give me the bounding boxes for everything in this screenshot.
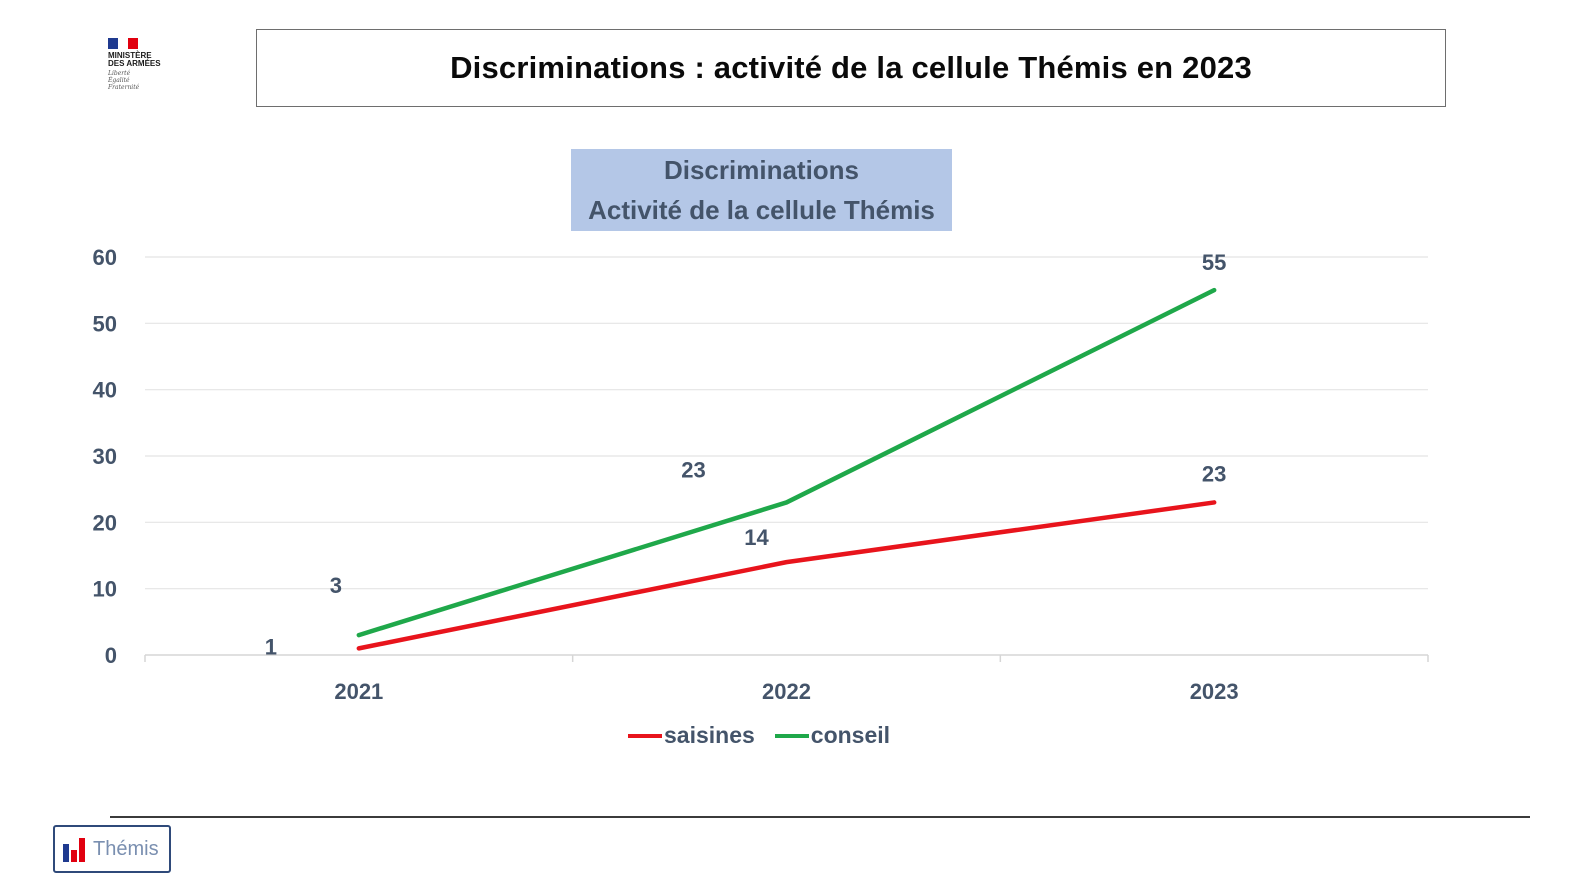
chart-legend: saisines conseil — [628, 722, 890, 749]
logo-motto-1: Liberté — [108, 70, 131, 77]
footer-divider — [110, 816, 1530, 818]
legend-item-conseil: conseil — [774, 722, 891, 749]
axes: 0 10 20 30 40 50 60 2021 2022 2023 — [93, 245, 1429, 704]
themis-badge-label: Thémis — [93, 837, 159, 860]
y-tick-label: 10 — [93, 577, 117, 602]
data-label-conseil: 55 — [1202, 250, 1226, 275]
x-tick-label: 2022 — [762, 679, 811, 704]
y-tick-label: 60 — [93, 245, 117, 270]
data-label-conseil: 3 — [330, 573, 342, 598]
chart-title-line-1: Discriminations — [663, 155, 860, 185]
legend-item-saisines: saisines — [628, 722, 755, 749]
ministry-logo: MINISTÈRE DES ARMÉES Liberté Égalité Fra… — [108, 38, 188, 106]
logo-motto-3: Fraternité — [108, 84, 140, 91]
y-tick-label: 50 — [93, 311, 117, 336]
y-tick-label: 20 — [93, 510, 117, 535]
logo-line-1: MINISTÈRE — [108, 51, 152, 60]
y-tick-label: 40 — [93, 378, 117, 403]
data-labels: 1 14 23 3 23 55 — [265, 250, 1227, 659]
legend-swatch-conseil — [774, 733, 809, 738]
themis-badge: Thémis — [53, 825, 171, 873]
legend-label-saisines: saisines — [664, 722, 755, 748]
data-label-saisines: 14 — [744, 525, 769, 550]
legend-swatch-saisines — [628, 733, 662, 738]
logo-line-2: DES ARMÉES — [108, 59, 161, 68]
data-label-saisines: 1 — [265, 634, 277, 659]
chart-title: Discriminations Activité de la cellule T… — [571, 149, 952, 231]
series-line-saisines — [356, 500, 1217, 651]
themis-logo-icon — [63, 834, 89, 864]
y-tick-label: 0 — [105, 643, 117, 668]
series — [356, 287, 1217, 651]
chart-title-line-2: Activité de la cellule Thémis — [588, 195, 935, 225]
gridlines — [145, 256, 1428, 590]
slide-title: Discriminations : activité de la cellule… — [450, 50, 1252, 85]
data-label-conseil: 23 — [681, 457, 705, 482]
x-tick-label: 2023 — [1190, 679, 1239, 704]
logo-motto-2: Égalité — [108, 77, 130, 84]
french-flag-icon — [108, 38, 138, 49]
legend-label-conseil: conseil — [810, 722, 891, 748]
y-tick-label: 30 — [93, 444, 117, 469]
slide-title-box: Discriminations : activité de la cellule… — [256, 29, 1446, 107]
x-tick-label: 2021 — [334, 679, 383, 704]
series-line-conseil — [356, 287, 1217, 638]
data-label-saisines: 23 — [1202, 461, 1226, 486]
